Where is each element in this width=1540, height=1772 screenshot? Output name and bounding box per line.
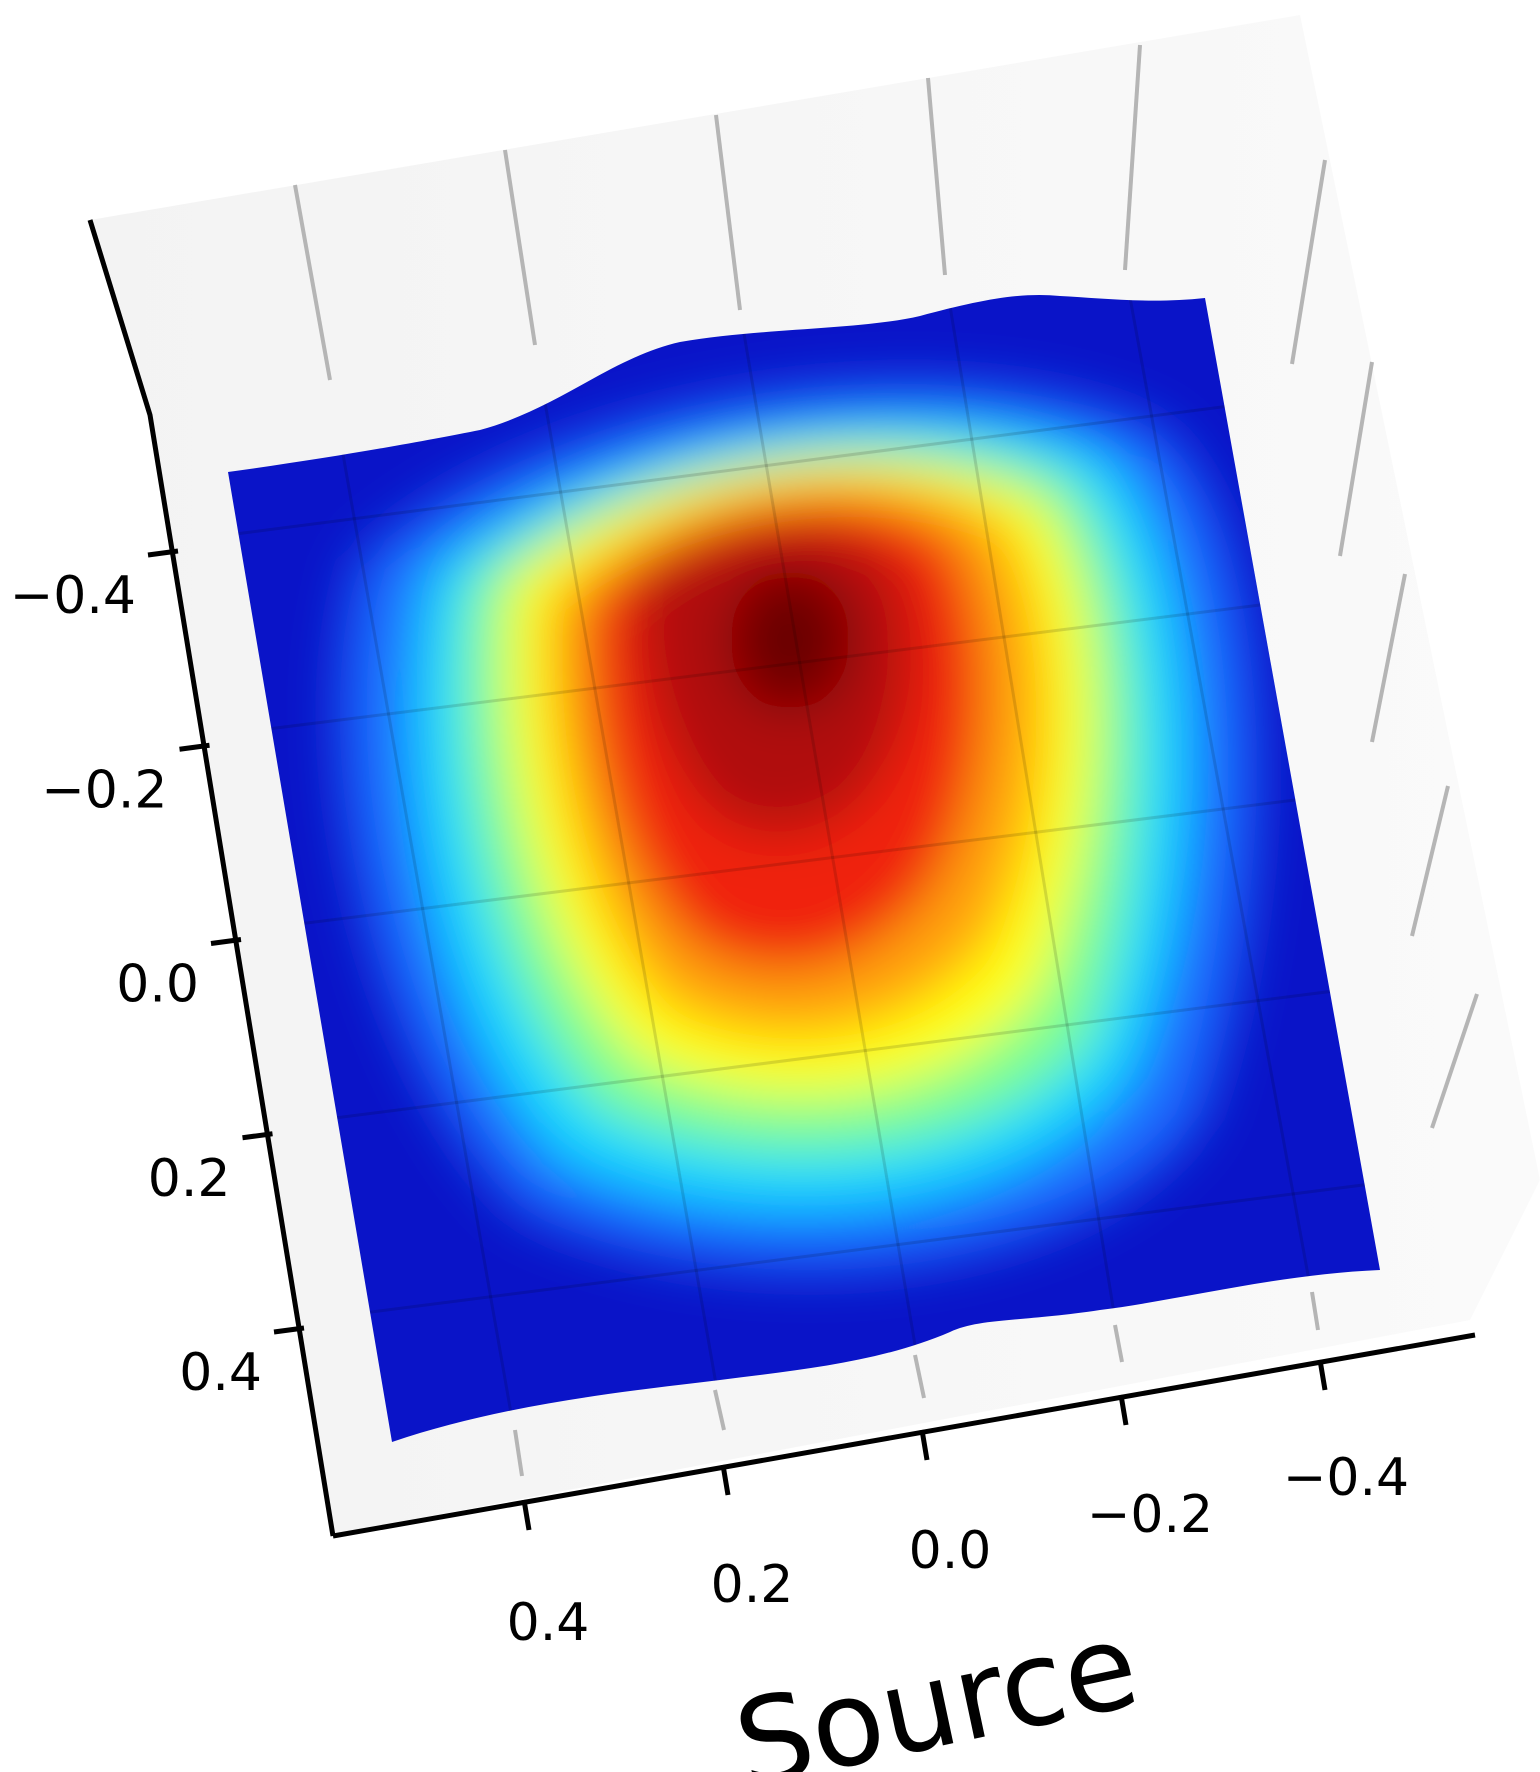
y-tick-label: 0.4	[179, 1343, 262, 1403]
y-tick-label: −0.2	[41, 760, 167, 820]
x-tick-label: 0.2	[711, 1555, 794, 1615]
pane-grid	[293, 44, 1479, 1477]
y-tick-mark	[273, 1325, 305, 1335]
x-tick-label: 0.4	[507, 1593, 590, 1653]
x-ticks: 0.4 0.2 0.0 −0.2 −0.4	[507, 1359, 1409, 1653]
y-tick-label: 0.0	[116, 955, 199, 1015]
surface-colormap	[228, 294, 1380, 1442]
y-tick-mark	[242, 1131, 273, 1141]
x-tick-mark	[1317, 1359, 1328, 1391]
x-tick-label: −0.2	[1087, 1485, 1213, 1545]
y-axis	[87, 219, 336, 1537]
y-tick-label: −0.4	[10, 566, 136, 626]
y-ticks: −0.4 −0.2 0.0 0.2 0.4	[10, 548, 305, 1403]
y-tick-mark	[147, 548, 179, 558]
x-axis-title: Source	[724, 1595, 1149, 1772]
x-tick-mark	[919, 1429, 930, 1461]
x-tick-mark	[521, 1499, 532, 1531]
y-tick-mark	[179, 742, 210, 752]
x-tick-label: 0.0	[909, 1521, 992, 1581]
y-tick-label: 0.2	[148, 1149, 231, 1209]
x-tick-mark	[1118, 1394, 1129, 1426]
x-tick-label: −0.4	[1283, 1448, 1409, 1508]
x-tick-mark	[720, 1464, 731, 1496]
y-tick-mark	[210, 937, 242, 946]
